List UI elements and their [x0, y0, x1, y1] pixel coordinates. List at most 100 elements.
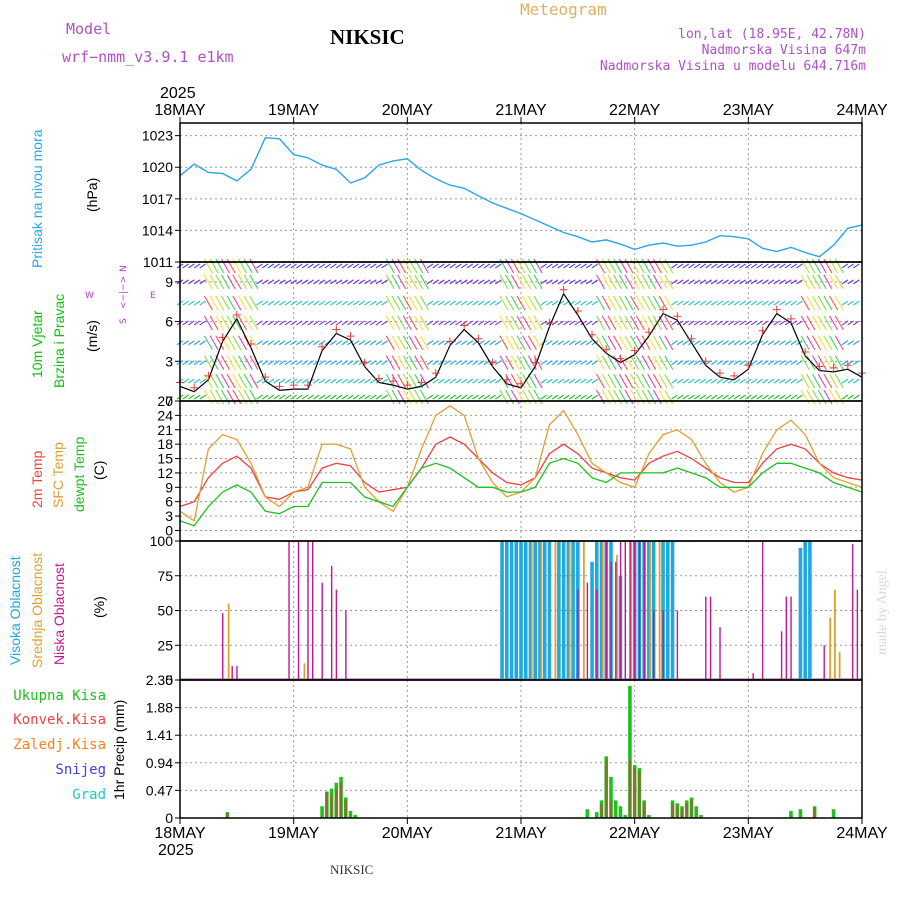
- wind-barb: [568, 279, 576, 285]
- wind-barb: [238, 355, 247, 370]
- wind-barb: [278, 300, 286, 306]
- wind-barb: [358, 279, 366, 285]
- wind-barb: [466, 360, 474, 366]
- wind-barb: [267, 360, 275, 366]
- wind-barb: [408, 355, 418, 370]
- wind-barb: [671, 340, 678, 346]
- wind-barb: [296, 320, 303, 326]
- wind-barb: [682, 360, 690, 366]
- wind-barb: [676, 263, 684, 269]
- wind-barb: [313, 263, 320, 269]
- wind-barb: [635, 355, 645, 370]
- wind-barb: [402, 295, 412, 311]
- wind-barb: [256, 279, 263, 285]
- high-cloud-bar: [590, 561, 594, 680]
- precip-convective-bar: [335, 788, 338, 818]
- wind-barb: [733, 378, 741, 384]
- wind-barb: [676, 279, 684, 285]
- wind-barb: [193, 340, 201, 346]
- wind-barb: [527, 335, 537, 351]
- wind-barb: [199, 340, 207, 346]
- precip-label-1: Ukupna Kisa: [13, 688, 106, 704]
- wind-unit: (m/s): [84, 320, 100, 352]
- wind-barb: [784, 320, 792, 326]
- wind-barb: [756, 300, 764, 306]
- wind-barb: [767, 263, 775, 269]
- wind-barb: [284, 300, 292, 306]
- wind-barb: [796, 394, 803, 400]
- wind-gust-marker: [431, 369, 440, 378]
- wind-gust-marker: [247, 340, 256, 349]
- wind-barb: [301, 320, 309, 326]
- wind-gust-marker: [744, 361, 753, 370]
- wind-gust-marker: [275, 382, 284, 391]
- wind-barb: [727, 394, 735, 400]
- wind-barb: [585, 320, 593, 326]
- wind-barb: [483, 378, 491, 384]
- wind-barb: [307, 394, 315, 400]
- wind-barb: [273, 320, 280, 326]
- wind-barb: [296, 300, 303, 306]
- wind-barb: [381, 378, 388, 384]
- wind-barb: [477, 279, 485, 285]
- wind-barb: [220, 274, 230, 290]
- wind-barb: [596, 295, 606, 311]
- day-label-bottom: 21MAY: [495, 825, 547, 842]
- wind-barb: [267, 263, 275, 269]
- high-cloud-bar: [519, 541, 523, 680]
- precip-label-4: Snijeg: [55, 762, 106, 778]
- wind-gust-marker: [772, 305, 781, 314]
- wind-barb: [601, 335, 611, 351]
- wind-barb: [449, 300, 457, 306]
- wind-barb: [455, 378, 462, 384]
- wind-barb: [301, 378, 309, 384]
- wind-gust-marker: [303, 381, 312, 390]
- day-label-bottom: 22MAY: [609, 825, 661, 842]
- precip-total-bar: [831, 809, 836, 818]
- wind-barb: [613, 373, 623, 389]
- wind-barb: [215, 295, 225, 311]
- wind-barb: [341, 320, 349, 326]
- wind-barb: [499, 315, 509, 331]
- cloud-label-2: Srednja Oblacnost: [29, 553, 45, 668]
- wind-barb: [522, 355, 532, 370]
- wind-barb: [546, 340, 553, 346]
- wind-barb: [290, 263, 297, 269]
- wind-barb: [402, 335, 412, 351]
- wind-barb: [688, 394, 695, 400]
- wind-barb: [739, 360, 746, 366]
- wind-gust-marker: [474, 334, 483, 343]
- low-cloud-bar: [638, 541, 641, 680]
- wind-barb: [540, 378, 548, 384]
- wind-barb: [779, 300, 786, 306]
- wind-gust-marker: [730, 371, 739, 380]
- footer-station: NIKSIC: [330, 862, 373, 877]
- wind-barb: [352, 360, 360, 366]
- wind-barb: [278, 279, 286, 285]
- wind-barb: [624, 335, 634, 351]
- wind-barb: [580, 394, 587, 400]
- wind-barb: [432, 360, 440, 366]
- wind-gust-marker: [616, 354, 625, 363]
- wind-barb: [727, 360, 735, 366]
- wind-barb: [773, 320, 781, 326]
- wind-barb: [364, 279, 371, 285]
- wind-barb: [688, 279, 695, 285]
- wind-barb: [733, 320, 741, 326]
- wind-barb: [182, 394, 189, 400]
- wind-barb: [568, 340, 576, 346]
- wind-barb: [347, 394, 354, 400]
- wind-barb: [215, 274, 225, 290]
- wind-barb: [290, 279, 297, 285]
- wind-barb: [580, 320, 587, 326]
- wind-barb: [710, 378, 718, 384]
- y-tick-label: 15: [157, 451, 173, 467]
- wind-barb: [249, 274, 259, 290]
- wind-barb: [358, 378, 366, 384]
- low-cloud-bar: [615, 561, 617, 680]
- wind-barb: [505, 335, 515, 351]
- wind-barb: [215, 315, 225, 331]
- y-tick-label: 25: [157, 637, 173, 653]
- wind-barb: [455, 279, 462, 285]
- wind-barb: [432, 320, 440, 326]
